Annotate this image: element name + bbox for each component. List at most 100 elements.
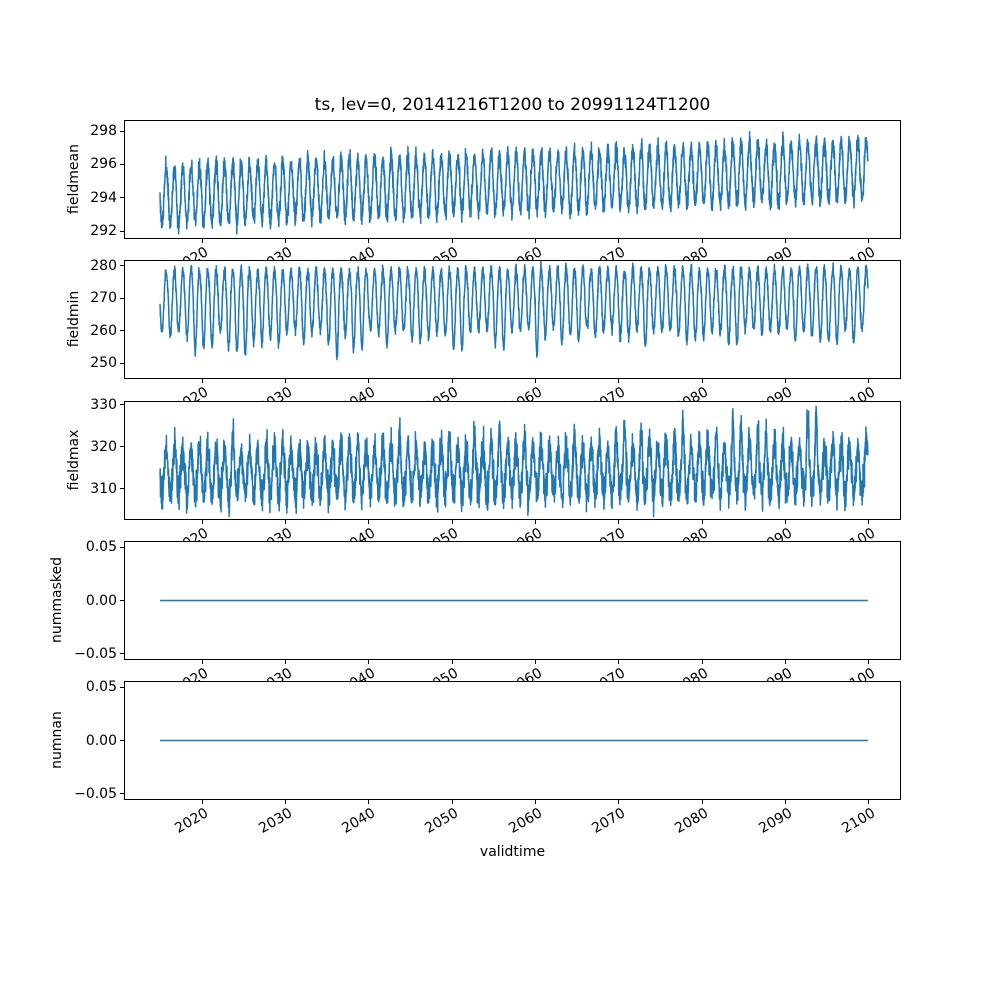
y-tick-label: 292 xyxy=(90,223,117,240)
x-tick-mark xyxy=(868,519,870,524)
fieldmean-series-line xyxy=(159,130,869,235)
fieldmin-series xyxy=(159,261,869,361)
y-tick-label: 270 xyxy=(90,290,117,307)
x-tick-mark xyxy=(534,238,536,243)
x-tick-mark xyxy=(701,519,703,524)
x-tick-mark xyxy=(451,238,453,243)
x-tick-mark xyxy=(451,659,453,664)
y-tick-mark xyxy=(120,130,124,132)
x-tick-mark xyxy=(451,799,453,804)
y-tick-label: 294 xyxy=(90,189,117,206)
y-tick-mark xyxy=(120,362,124,364)
x-tick-mark xyxy=(534,378,536,383)
y-tick-mark xyxy=(120,740,124,741)
subplot-nummasked: −0.050.000.05202020302040205020602070208… xyxy=(74,540,901,697)
y-tick-label: 296 xyxy=(90,156,117,173)
y-axis-label-fieldmax: fieldmax xyxy=(66,429,82,491)
x-tick-mark xyxy=(368,519,370,524)
y-tick-label: 0.05 xyxy=(85,679,117,696)
numnan-series xyxy=(160,739,868,742)
x-tick-label: 2080 xyxy=(672,805,712,837)
x-tick-label: 2040 xyxy=(339,805,379,837)
y-axis-label-nummasked: nummasked xyxy=(49,556,65,644)
y-tick-label: 298 xyxy=(90,123,117,140)
x-tick-mark xyxy=(284,238,286,243)
x-tick-mark xyxy=(201,519,203,524)
y-tick-mark xyxy=(120,230,124,232)
x-axis-label: validtime xyxy=(479,844,546,860)
y-tick-mark xyxy=(120,546,124,548)
x-tick-mark xyxy=(534,659,536,664)
y-tick-label: 260 xyxy=(90,322,117,339)
y-tick-mark xyxy=(120,265,124,267)
x-tick-mark xyxy=(618,378,620,383)
y-tick-mark xyxy=(120,653,124,655)
x-tick-label: 2030 xyxy=(255,805,295,837)
x-tick-mark xyxy=(701,799,703,804)
y-tick-mark xyxy=(120,404,124,406)
x-tick-mark xyxy=(451,378,453,383)
x-tick-mark xyxy=(534,799,536,804)
x-tick-mark xyxy=(868,799,870,804)
x-tick-mark xyxy=(368,799,370,804)
x-tick-mark xyxy=(201,238,203,243)
x-tick-label: 2060 xyxy=(505,805,545,837)
x-tick-mark xyxy=(284,378,286,383)
y-tick-mark xyxy=(120,793,124,795)
x-tick-mark xyxy=(868,659,870,664)
y-tick-mark xyxy=(120,163,124,165)
subplot-fieldmean: 2922942962982020203020402050206020702080… xyxy=(90,120,901,276)
y-tick-label: 0.00 xyxy=(85,592,117,609)
x-tick-mark xyxy=(618,238,620,243)
nummasked-series xyxy=(160,599,868,602)
x-tick-mark xyxy=(784,799,786,804)
fieldmin-series-line xyxy=(159,261,869,361)
x-tick-mark xyxy=(201,799,203,804)
y-tick-mark xyxy=(120,446,124,448)
x-tick-mark xyxy=(784,238,786,243)
x-tick-mark xyxy=(534,519,536,524)
x-tick-mark xyxy=(618,519,620,524)
y-tick-mark xyxy=(120,600,124,601)
x-tick-mark xyxy=(284,659,286,664)
subplot-fieldmax: 3103203302020203020402050206020702080209… xyxy=(90,398,901,557)
y-axis-label-fieldmean: fieldmean xyxy=(66,144,82,214)
y-axis-label-fieldmin: fieldmin xyxy=(66,290,82,348)
x-tick-label: 2020 xyxy=(172,805,212,837)
y-tick-label: −0.05 xyxy=(74,785,117,802)
x-tick-mark xyxy=(368,659,370,664)
fieldmax-series xyxy=(159,405,869,518)
x-tick-mark xyxy=(618,799,620,804)
subplot-fieldmin: 250 260 270 280 2020 2030 2040 2050 2060 2070 2080… xyxy=(90,259,901,416)
x-tick-mark xyxy=(868,238,870,243)
y-tick-label: 310 xyxy=(90,480,117,497)
fieldmax-series-line xyxy=(159,405,869,518)
x-tick-mark xyxy=(368,238,370,243)
x-tick-mark xyxy=(868,378,870,383)
y-tick-label: 330 xyxy=(90,396,117,413)
x-tick-label: 2090 xyxy=(755,805,795,837)
y-tick-label: 280 xyxy=(90,257,117,274)
x-tick-mark xyxy=(368,378,370,383)
x-tick-mark xyxy=(784,378,786,383)
subplot-numnan: −0.05 0.00 0.05 2020 2030 2040 2050 2060 2070 208… xyxy=(74,680,901,837)
y-tick-mark xyxy=(120,488,124,490)
y-tick-label: −0.05 xyxy=(74,645,117,662)
x-tick-mark xyxy=(618,659,620,664)
y-tick-mark xyxy=(120,330,124,332)
x-tick-mark xyxy=(784,519,786,524)
y-tick-label: 250 xyxy=(90,355,117,372)
figure-title: ts, lev=0, 20141216T1200 to 20991124T120… xyxy=(314,95,711,115)
x-tick-mark xyxy=(201,659,203,664)
x-tick-label: 2050 xyxy=(422,805,462,837)
x-tick-mark xyxy=(701,659,703,664)
x-tick-mark xyxy=(201,378,203,383)
x-tick-mark xyxy=(284,799,286,804)
x-tick-mark xyxy=(451,519,453,524)
y-tick-label: 0.05 xyxy=(85,539,117,556)
y-tick-label: 320 xyxy=(90,438,117,455)
x-tick-mark xyxy=(701,238,703,243)
x-tick-mark xyxy=(784,659,786,664)
fieldmean-series xyxy=(159,130,869,235)
x-tick-label: 2100 xyxy=(839,805,879,837)
